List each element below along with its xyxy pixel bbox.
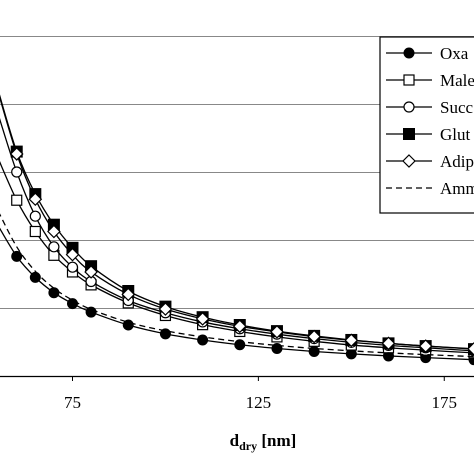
point-succ-4: [66, 261, 79, 273]
point-adip-11: [307, 329, 321, 344]
point-oxa-4: [66, 298, 78, 310]
series-layer: [0, 94, 474, 366]
point-adip-5: [84, 265, 98, 279]
point-adip-15: [467, 341, 474, 356]
point-oxa-2: [29, 271, 41, 283]
point-oxa-7: [159, 328, 171, 340]
series-line-oxa: [0, 227, 474, 361]
point-adip-9: [232, 319, 247, 334]
x-tick-label-0: 75: [64, 393, 81, 412]
point-male-2: [29, 225, 41, 238]
point-oxa-5: [85, 306, 97, 318]
legend-label-amm: Amm: [440, 179, 474, 198]
legend-marker-glut: [403, 128, 415, 140]
legend-label-succ: Succ: [440, 98, 474, 117]
point-adip-2: [28, 192, 43, 207]
point-adip-12: [344, 333, 359, 348]
series-line-adip: [0, 96, 474, 350]
legend-label-adip: Adip: [440, 152, 474, 171]
point-adip-10: [270, 324, 284, 339]
point-adip-13: [381, 336, 396, 351]
point-male-1: [11, 194, 23, 206]
legend: Oxa Male Succ Glut Adip Amm: [379, 36, 474, 214]
legend-marker-adip: [402, 154, 416, 168]
point-adip-1: [9, 147, 24, 161]
point-adip-8: [195, 312, 210, 326]
point-oxa-1: [11, 250, 23, 262]
point-oxa-3: [48, 287, 60, 299]
x-axis-label: ddry [nm]: [230, 431, 297, 453]
point-succ-3: [48, 241, 60, 253]
series-line-male: [0, 161, 474, 354]
series-line-amm: [0, 213, 474, 358]
axes: [0, 375, 474, 381]
point-adip-14: [418, 339, 433, 353]
point-adip-7: [158, 302, 173, 316]
legend-marker-oxa: [403, 47, 415, 59]
series-amm: [0, 213, 474, 358]
point-adip-4: [65, 247, 80, 262]
point-adip-6: [121, 287, 136, 302]
point-adip-3: [47, 224, 61, 239]
legend-marker-male: [403, 74, 415, 86]
point-succ-1: [11, 166, 23, 178]
legend-marker-succ: [403, 101, 415, 113]
legend-label-male: Male: [440, 71, 474, 90]
legend-label-glut: Glut: [440, 125, 471, 144]
point-succ-2: [29, 210, 41, 222]
x-tick-labels: 75 125 175: [64, 393, 457, 412]
series-line-succ: [0, 117, 474, 352]
x-tick-label-2: 175: [432, 393, 458, 412]
legend-label-oxa: Oxa: [440, 44, 469, 63]
point-oxa-8: [197, 334, 209, 346]
series-adip: [0, 96, 474, 356]
x-tick-label-1: 125: [246, 393, 272, 412]
legend-box: [379, 36, 474, 214]
